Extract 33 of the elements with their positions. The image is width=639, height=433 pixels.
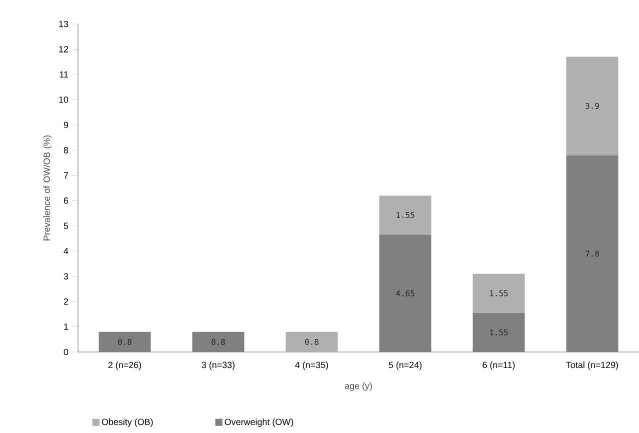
bar (566, 56, 618, 156)
bar (192, 332, 244, 352)
bar (379, 196, 432, 235)
y-tick-label: 3 (64, 273, 68, 280)
x-tick-label: 3 (n=33) (202, 362, 235, 370)
y-tick-label: 5 (64, 222, 68, 229)
y-tick-label: 9 (64, 122, 68, 128)
y-tick-label: 8 (64, 146, 68, 154)
y-tick-label: 4 (64, 248, 68, 254)
bar (472, 312, 525, 352)
x-tick-label: 5 (n=24) (388, 362, 422, 370)
y-tick-label: 1 (64, 324, 68, 330)
x-tick-label: 6 (n=11) (482, 362, 515, 370)
bar (472, 274, 525, 313)
x-axis-title: age (y) (344, 382, 372, 391)
bar (379, 234, 432, 352)
bar (566, 155, 618, 352)
y-tick-label: 13 (59, 20, 68, 28)
y-tick-label: 7 (64, 172, 68, 178)
x-tick-label: 4 (n=35) (295, 362, 328, 370)
legend-label: Obesity (OB) (102, 418, 153, 427)
y-tick-label: 10 (59, 96, 68, 103)
y-tick-label: 12 (59, 46, 68, 52)
legend-label: Overweight (OW) (224, 418, 294, 427)
bar (286, 332, 338, 352)
y-tick-label: 11 (60, 71, 68, 78)
y-axis-title: Prevalence of OW/OB (%) (43, 135, 52, 240)
y-tick-label: 2 (64, 298, 68, 305)
y-tick-label: 0 (64, 348, 68, 356)
x-tick-label: Total (n=129) (566, 362, 618, 370)
y-tick-label: 6 (64, 197, 68, 204)
x-tick-label: 2 (n=26) (108, 362, 142, 370)
bar (98, 332, 151, 352)
